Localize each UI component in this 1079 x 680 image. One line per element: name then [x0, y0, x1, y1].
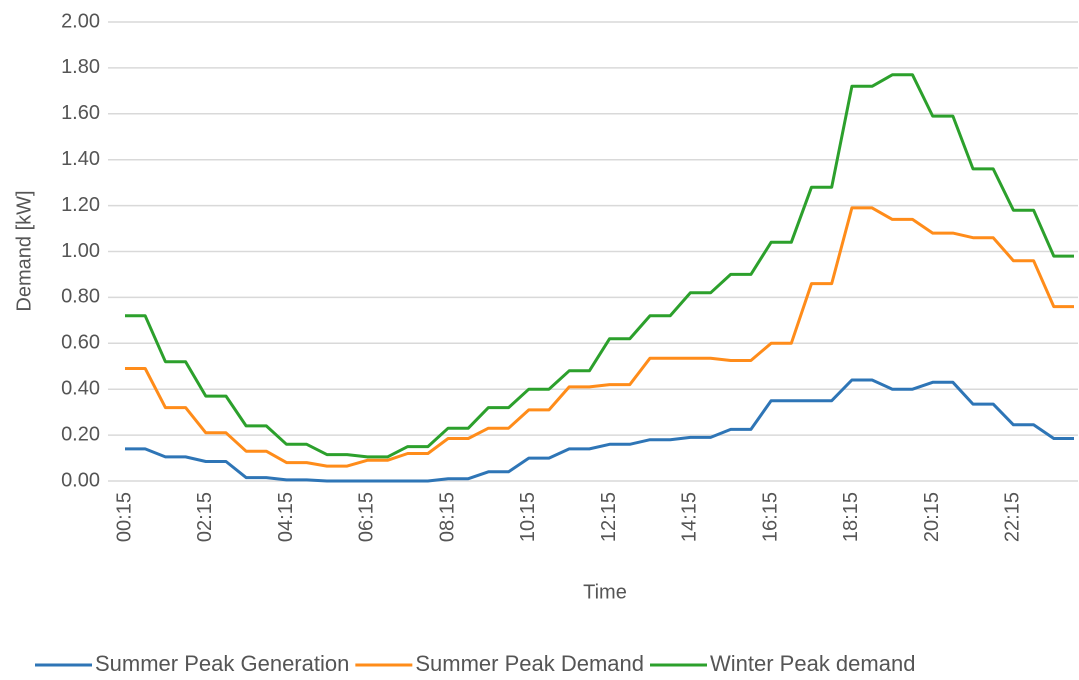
legend-label: Summer Peak Generation: [95, 651, 349, 676]
series-line: [125, 206, 1074, 468]
y-tick-label: 0.00: [61, 469, 100, 491]
y-tick-label: 1.20: [61, 194, 100, 216]
x-tick-label: 14:15: [679, 492, 701, 542]
x-tick-label: 06:15: [356, 492, 378, 542]
x-tick-label: 16:15: [759, 492, 781, 542]
y-axis-label: Demand [kW]: [13, 190, 35, 311]
x-tick-label: 02:15: [194, 492, 216, 542]
x-axis-label: Time: [583, 581, 627, 603]
y-tick-label: 1.60: [61, 102, 100, 124]
y-tick-label: 1.00: [61, 240, 100, 262]
series-line: [125, 73, 1074, 459]
x-tick-label: 08:15: [436, 492, 458, 542]
x-tick-label: 22:15: [1002, 492, 1024, 542]
x-tick-label: 20:15: [921, 492, 943, 542]
y-tick-label: 2.00: [61, 10, 100, 32]
y-tick-label: 0.60: [61, 332, 100, 354]
x-tick-label: 10:15: [517, 492, 539, 542]
x-tick-label: 18:15: [840, 492, 862, 542]
legend-label: Winter Peak demand: [710, 651, 915, 676]
y-tick-label: 0.40: [61, 377, 100, 399]
x-tick-label: 12:15: [598, 492, 620, 542]
series-line: [125, 378, 1074, 483]
legend-label: Summer Peak Demand: [415, 651, 644, 676]
y-tick-label: 1.80: [61, 56, 100, 78]
y-tick-label: 0.80: [61, 286, 100, 308]
x-tick-label: 04:15: [275, 492, 297, 542]
x-tick-label: 00:15: [113, 492, 135, 542]
y-tick-label: 1.40: [61, 148, 100, 170]
y-tick-label: 0.20: [61, 423, 100, 445]
